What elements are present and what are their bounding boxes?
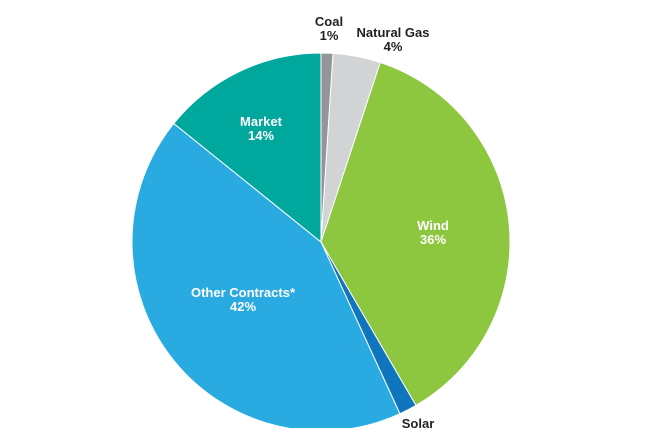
label-market-percent: 14% (248, 128, 274, 143)
label-natural-gas-percent: 4% (384, 39, 403, 54)
label-solar: Solar (402, 416, 435, 428)
label-wind: Wind 36% (417, 218, 449, 247)
label-solar-name: Solar (402, 416, 435, 428)
label-coal-name: Coal (315, 14, 343, 29)
label-wind-name: Wind (417, 218, 449, 233)
slice-wind (320, 61, 511, 407)
pie-labels: Coal 1% Natural Gas 4% Wind 36% Solar Other Con… (191, 14, 449, 428)
label-other-contracts-name: Other Contracts* (191, 285, 296, 300)
label-natural-gas: Natural Gas 4% (357, 25, 430, 54)
label-coal-percent: 1% (320, 28, 339, 43)
label-coal: Coal 1% (315, 14, 343, 43)
label-market-name: Market (240, 114, 283, 129)
label-natural-gas-name: Natural Gas (357, 25, 430, 40)
label-other-contracts: Other Contracts* 42% (191, 285, 296, 314)
pie-slices (131, 52, 511, 428)
label-other-contracts-percent: 42% (230, 299, 256, 314)
slice-other-contracts (131, 122, 401, 428)
label-market: Market 14% (240, 114, 283, 143)
slice-market (173, 52, 322, 244)
label-wind-percent: 36% (420, 232, 446, 247)
